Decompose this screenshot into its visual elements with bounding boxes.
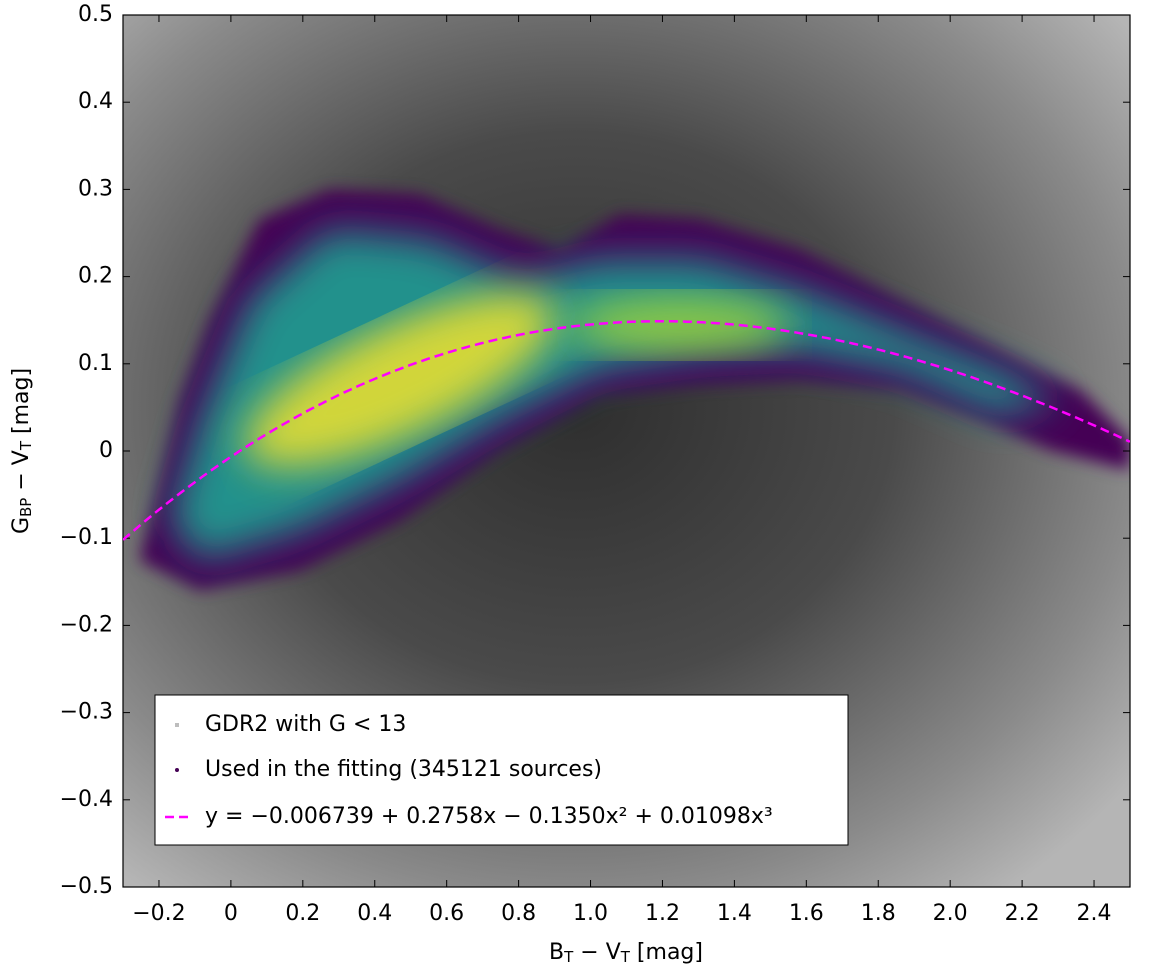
axis-label-part: B bbox=[549, 940, 564, 965]
axis-label-part: T bbox=[620, 948, 631, 966]
axis-label-part: − V bbox=[9, 450, 34, 497]
y-axis-label: GBP − VT [mag] bbox=[9, 368, 35, 534]
legend-label: Used in the fitting (345121 sources) bbox=[205, 757, 602, 782]
legend-label: GDR2 with G < 13 bbox=[205, 712, 406, 737]
y-tick-label: −0.4 bbox=[60, 787, 113, 812]
legend-marker bbox=[175, 768, 179, 772]
legend: GDR2 with G < 13 Used in the fitting (345… bbox=[154, 694, 849, 846]
axis-label-part: − V bbox=[573, 940, 620, 965]
x-tick-label: 1.4 bbox=[717, 901, 752, 926]
axis-label-part: [mag] bbox=[9, 368, 34, 441]
axis-label-part: G bbox=[9, 517, 34, 534]
axis-label-part: T bbox=[563, 948, 574, 966]
axis-label-part: BP bbox=[17, 498, 35, 517]
y-tick-label: −0.1 bbox=[60, 525, 113, 550]
x-tick-label: 1.8 bbox=[861, 901, 896, 926]
x-tick-label: 1.2 bbox=[645, 901, 680, 926]
x-tick-label: 0.6 bbox=[429, 901, 464, 926]
y-tick-label: 0.1 bbox=[78, 351, 113, 376]
x-tick-label: 0 bbox=[224, 901, 238, 926]
y-tick-label: 0.4 bbox=[78, 89, 113, 114]
legend-marker bbox=[175, 723, 179, 727]
x-tick-label: 2.0 bbox=[933, 901, 968, 926]
axis-label-part: T bbox=[17, 440, 35, 451]
x-tick-label: −0.2 bbox=[132, 901, 185, 926]
y-tick-label: 0.2 bbox=[78, 264, 113, 289]
x-tick-label: 0.8 bbox=[501, 901, 536, 926]
x-tick-label: 1.0 bbox=[573, 901, 608, 926]
axis-label-part: [mag] bbox=[630, 940, 703, 965]
x-tick-label: 0.2 bbox=[285, 901, 320, 926]
y-tick-label: −0.3 bbox=[60, 700, 113, 725]
x-tick-label: 1.6 bbox=[789, 901, 824, 926]
x-tick-label: 2.2 bbox=[1005, 901, 1040, 926]
y-tick-label: 0 bbox=[99, 438, 113, 463]
y-tick-label: −0.5 bbox=[60, 874, 113, 899]
x-tick-label: 0.4 bbox=[357, 901, 392, 926]
y-tick-label: 0.5 bbox=[78, 2, 113, 27]
y-tick-label: 0.3 bbox=[78, 176, 113, 201]
legend-frame bbox=[154, 694, 849, 846]
fit-curve bbox=[123, 320, 1130, 541]
legend-label: y = −0.006739 + 0.2758x − 0.1350x² + 0.0… bbox=[205, 804, 773, 829]
x-axis-label: BT − VT [mag] bbox=[549, 940, 703, 966]
y-tick-label: −0.2 bbox=[60, 612, 113, 637]
x-tick-label: 2.4 bbox=[1077, 901, 1112, 926]
